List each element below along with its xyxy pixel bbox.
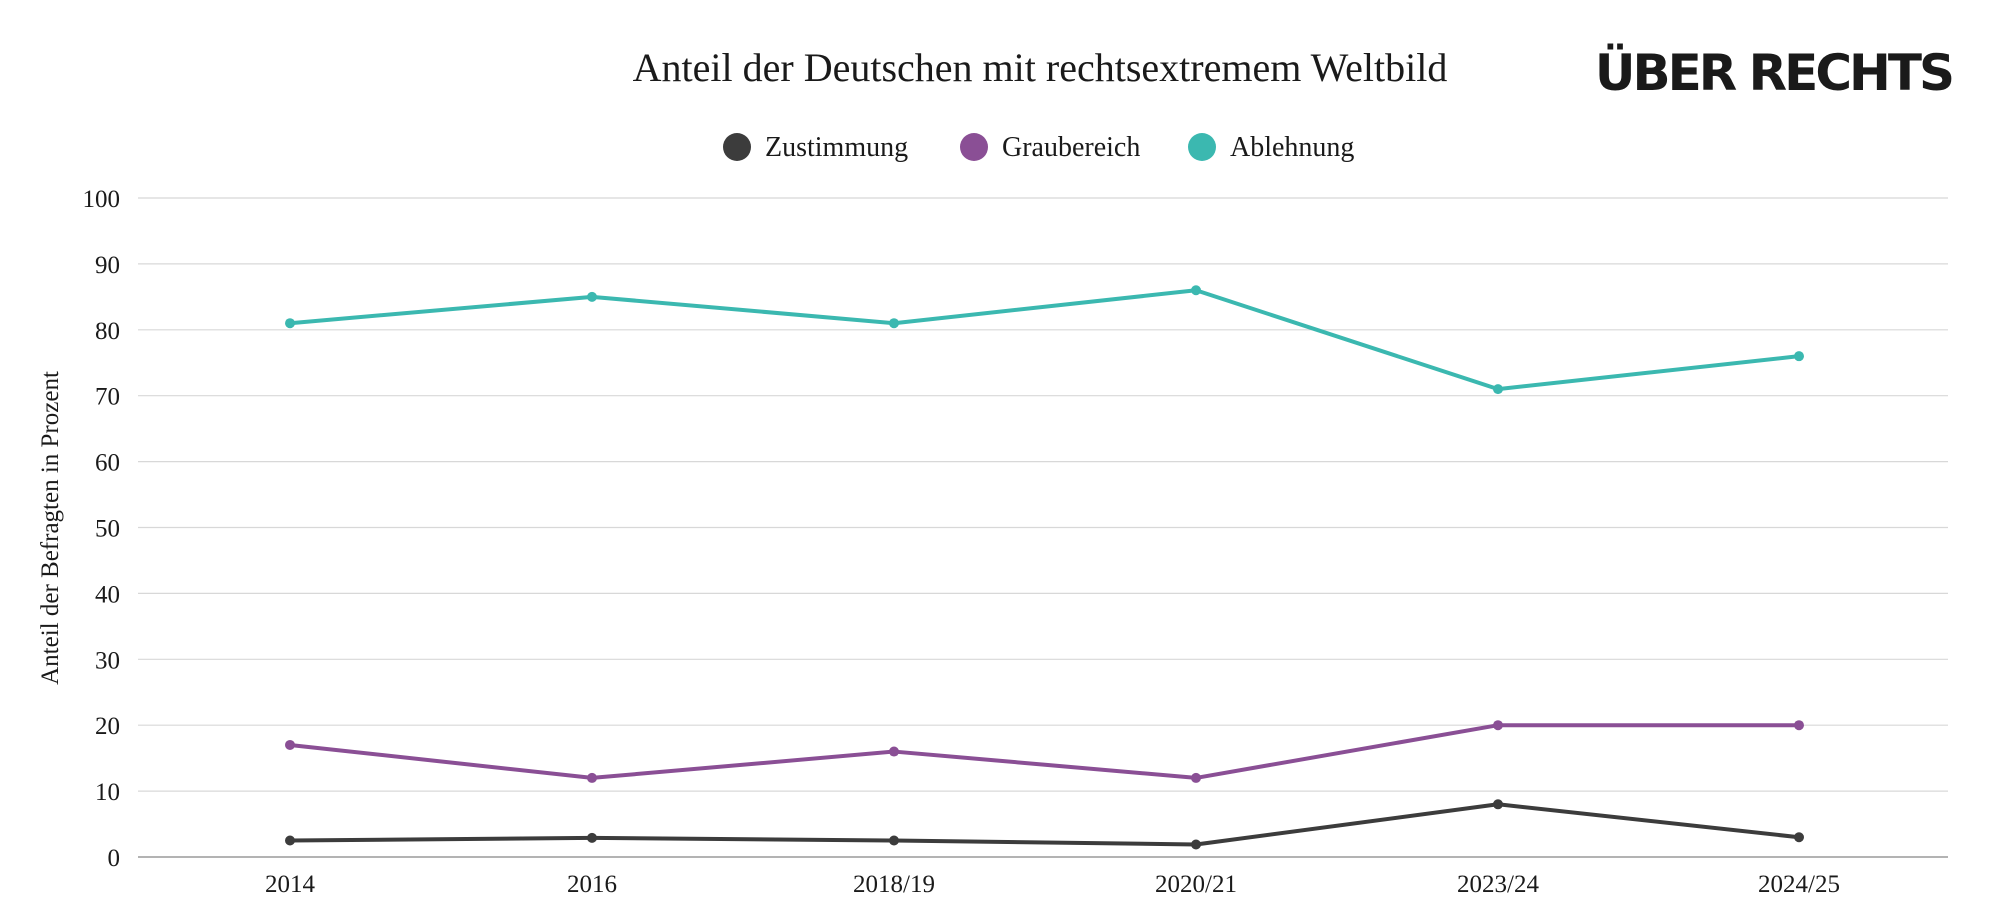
data-point[interactable] xyxy=(1794,720,1804,731)
data-point[interactable] xyxy=(1493,720,1503,731)
y-tick-label: 30 xyxy=(95,647,120,674)
legend-item[interactable]: Graubereich xyxy=(960,132,1140,163)
y-tick-label: 10 xyxy=(95,779,120,806)
data-point[interactable] xyxy=(587,772,597,783)
y-tick-label: 70 xyxy=(95,384,120,411)
data-point[interactable] xyxy=(889,318,899,329)
x-tick-label: 2020/21 xyxy=(1155,871,1237,898)
series-ablehnung xyxy=(285,285,1804,395)
x-axis-ticks: 2014 2016 2018/19 2020/21 2023/24 2024/25 xyxy=(265,871,1840,898)
data-point[interactable] xyxy=(1493,384,1503,395)
legend-label: Graubereich xyxy=(1002,132,1140,163)
data-point[interactable] xyxy=(1191,772,1201,783)
y-axis-ticks: 0 10 20 30 40 50 60 70 80 90 100 xyxy=(83,186,121,872)
x-tick-label: 2024/25 xyxy=(1758,871,1840,898)
data-point[interactable] xyxy=(889,746,899,757)
data-point[interactable] xyxy=(1794,351,1804,362)
ueber-rechts-logo: ÜBER RECHTS xyxy=(1595,43,1952,102)
data-point[interactable] xyxy=(285,835,295,846)
data-point[interactable] xyxy=(587,291,597,302)
grid-lines xyxy=(138,197,1948,858)
data-point[interactable] xyxy=(285,318,295,329)
series-zustimmung xyxy=(285,799,1804,850)
y-tick-label: 20 xyxy=(95,713,120,740)
data-point[interactable] xyxy=(889,835,899,846)
data-point[interactable] xyxy=(1493,799,1503,810)
legend-marker xyxy=(1188,133,1216,161)
y-axis-title: Anteil der Befragten in Prozent xyxy=(37,371,64,685)
y-tick-label: 100 xyxy=(83,186,121,213)
x-tick-label: 2014 xyxy=(265,871,316,898)
legend-label: Ablehnung xyxy=(1230,132,1354,163)
x-tick-label: 2023/24 xyxy=(1457,871,1539,898)
series-graubereich xyxy=(285,720,1804,783)
y-tick-label: 80 xyxy=(95,318,120,345)
chart-title: Anteil der Deutschen mit rechtsextremem … xyxy=(633,45,1448,90)
y-tick-label: 0 xyxy=(108,845,121,872)
legend-marker xyxy=(960,133,988,161)
data-point[interactable] xyxy=(1191,839,1201,850)
chart-legend: Zustimmung Graubereich Ablehnung xyxy=(723,132,1354,163)
y-tick-label: 90 xyxy=(95,252,120,279)
y-tick-label: 50 xyxy=(95,516,120,543)
legend-label: Zustimmung xyxy=(765,132,908,163)
legend-item[interactable]: Zustimmung xyxy=(723,132,908,163)
x-tick-label: 2016 xyxy=(567,871,617,898)
legend-marker xyxy=(723,133,751,161)
y-tick-label: 40 xyxy=(95,581,120,608)
series-line xyxy=(288,802,1801,847)
series-line xyxy=(288,723,1801,780)
data-point[interactable] xyxy=(285,739,295,750)
data-point[interactable] xyxy=(1794,832,1804,843)
data-point[interactable] xyxy=(587,832,597,843)
series-layer xyxy=(285,285,1804,850)
y-tick-label: 60 xyxy=(95,450,120,477)
x-tick-label: 2018/19 xyxy=(853,871,935,898)
legend-item[interactable]: Ablehnung xyxy=(1188,132,1354,163)
data-point[interactable] xyxy=(1191,285,1201,296)
series-line xyxy=(288,288,1801,392)
